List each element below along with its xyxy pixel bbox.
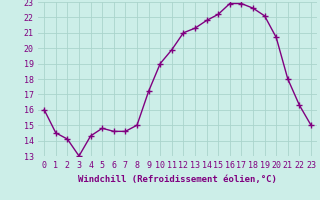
- X-axis label: Windchill (Refroidissement éolien,°C): Windchill (Refroidissement éolien,°C): [78, 175, 277, 184]
